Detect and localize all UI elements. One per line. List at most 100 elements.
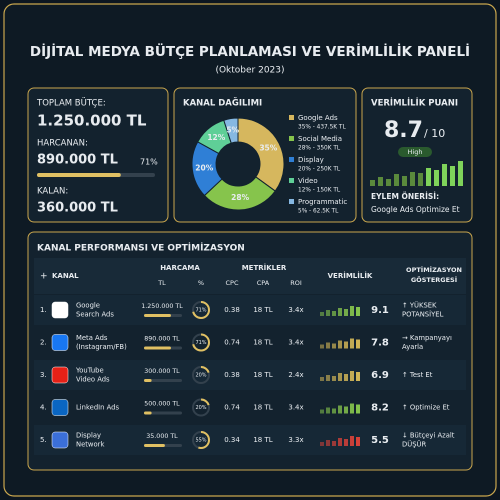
efficiency-bar — [338, 438, 342, 446]
budget-card — [27, 87, 169, 223]
score: 9.1 — [371, 305, 389, 316]
sparkline-bar — [386, 179, 391, 186]
sparkline-bar — [418, 173, 423, 186]
efficiency-bar — [326, 310, 330, 316]
channel-name: YouTube — [75, 367, 104, 375]
sparkline-bar — [434, 170, 439, 186]
roi: 3.4x — [288, 339, 303, 347]
efficiency-bar — [350, 436, 354, 446]
efficiency-bar — [332, 408, 336, 414]
efficiency-bar — [356, 307, 360, 316]
spend: 300.000 TL — [144, 368, 180, 375]
spend: 500.000 TL — [144, 401, 180, 408]
label: KALAN: — [37, 187, 68, 197]
value: 360.000 TL — [37, 201, 118, 216]
level-pill — [398, 147, 432, 157]
subtitle: (Oktober 2023) — [215, 66, 284, 76]
channel-name: Google — [76, 302, 100, 310]
legend-detail: 5% - 62.5K TL — [298, 209, 339, 215]
channel-name: Network — [76, 441, 104, 449]
action: ↑ Optimize Et — [402, 404, 450, 412]
row-bg — [34, 392, 466, 423]
ring-label: 71% — [195, 308, 206, 314]
spend-bar — [144, 346, 171, 350]
donut-slice — [223, 117, 239, 144]
header: OPTİMİZASYON — [406, 265, 462, 274]
cpc: 0.34 — [224, 436, 240, 444]
header: CPC — [226, 279, 239, 287]
channel-name: Meta Ads — [76, 334, 108, 342]
efficiency-bar — [326, 342, 330, 349]
sparkline-bar — [402, 176, 407, 186]
roi: 3.4x — [288, 404, 303, 412]
label: HARCANAN: — [37, 139, 88, 149]
ring-label: 55% — [195, 438, 206, 444]
donut-slice — [203, 176, 276, 211]
ring-label: 71% — [195, 340, 206, 346]
roi: 3.3x — [288, 436, 303, 444]
cpa: 18 TL — [253, 306, 272, 314]
sparkline-bar — [394, 174, 399, 186]
efficiency-bar — [338, 373, 342, 381]
label: TOPLAM BÜTÇE: — [36, 98, 106, 109]
efficiency-bar — [344, 374, 348, 381]
plus: + — [40, 272, 48, 282]
efficiency-bar — [332, 441, 336, 446]
channel-name: Display — [76, 432, 101, 440]
spend-bar — [144, 411, 152, 415]
row-bg — [34, 295, 466, 325]
channel-icon — [51, 366, 69, 384]
action: ↑ YÜKSEK — [402, 301, 437, 310]
legend-swatch — [289, 199, 294, 204]
value: 1.250.000 TL — [37, 112, 147, 130]
spend-bar — [144, 314, 171, 317]
sparkline-bar — [442, 164, 447, 186]
score-level: High — [408, 148, 423, 156]
cpc: 0.38 — [224, 306, 240, 314]
legend-swatch — [289, 136, 294, 141]
efficiency-bar — [350, 306, 354, 316]
efficiency-bar — [320, 377, 324, 381]
cpa: 18 TL — [253, 371, 272, 379]
action: DÜŞÜR — [402, 440, 426, 449]
efficiency-bar — [350, 371, 354, 381]
spend: 890.000 TL — [144, 336, 180, 343]
score-title: VERİMLİLİK PUANI — [371, 98, 458, 109]
legend-label: Google Ads — [298, 114, 338, 122]
legend-label: Video — [298, 177, 318, 185]
legend-detail: 35% - 437.5K TL — [298, 125, 346, 131]
channel-name: LinkedIn Ads — [76, 404, 119, 412]
channel-icon — [51, 301, 69, 319]
action: ↓ Bütçeyi Azalt — [402, 432, 455, 440]
legend-swatch — [289, 115, 294, 120]
row-index: 2. — [40, 339, 47, 347]
slice-label: 12% — [207, 133, 225, 142]
header: HARCAMA — [160, 264, 200, 272]
row-bg — [34, 425, 466, 455]
header: METRİKLER — [242, 263, 287, 272]
cpc: 0.74 — [224, 404, 240, 412]
header: KANAL — [52, 272, 79, 280]
header: CPA — [257, 279, 270, 287]
spend-track — [144, 379, 182, 382]
channel-icon — [51, 399, 69, 416]
value: 890.000 TL — [37, 153, 118, 168]
efficiency-bar — [320, 344, 324, 349]
slice-label: 20% — [195, 163, 213, 172]
table-header-bg — [34, 258, 466, 294]
efficiency-bar — [332, 343, 336, 349]
score: 7.8 — [371, 338, 389, 349]
percent: 71% — [140, 158, 158, 167]
legend-swatch — [289, 178, 294, 183]
slice-label: 35% — [259, 144, 277, 153]
ring — [192, 333, 210, 352]
channel-icon — [51, 431, 69, 449]
roi: 3.4x — [288, 306, 303, 314]
roi: 2.4x — [288, 371, 303, 379]
ring-label: 20% — [195, 405, 206, 411]
header: VERİMLİLİK — [328, 271, 373, 280]
ring — [192, 301, 210, 319]
legend-label: Programmatic — [298, 198, 347, 206]
score-value: 8.7 — [384, 118, 423, 143]
